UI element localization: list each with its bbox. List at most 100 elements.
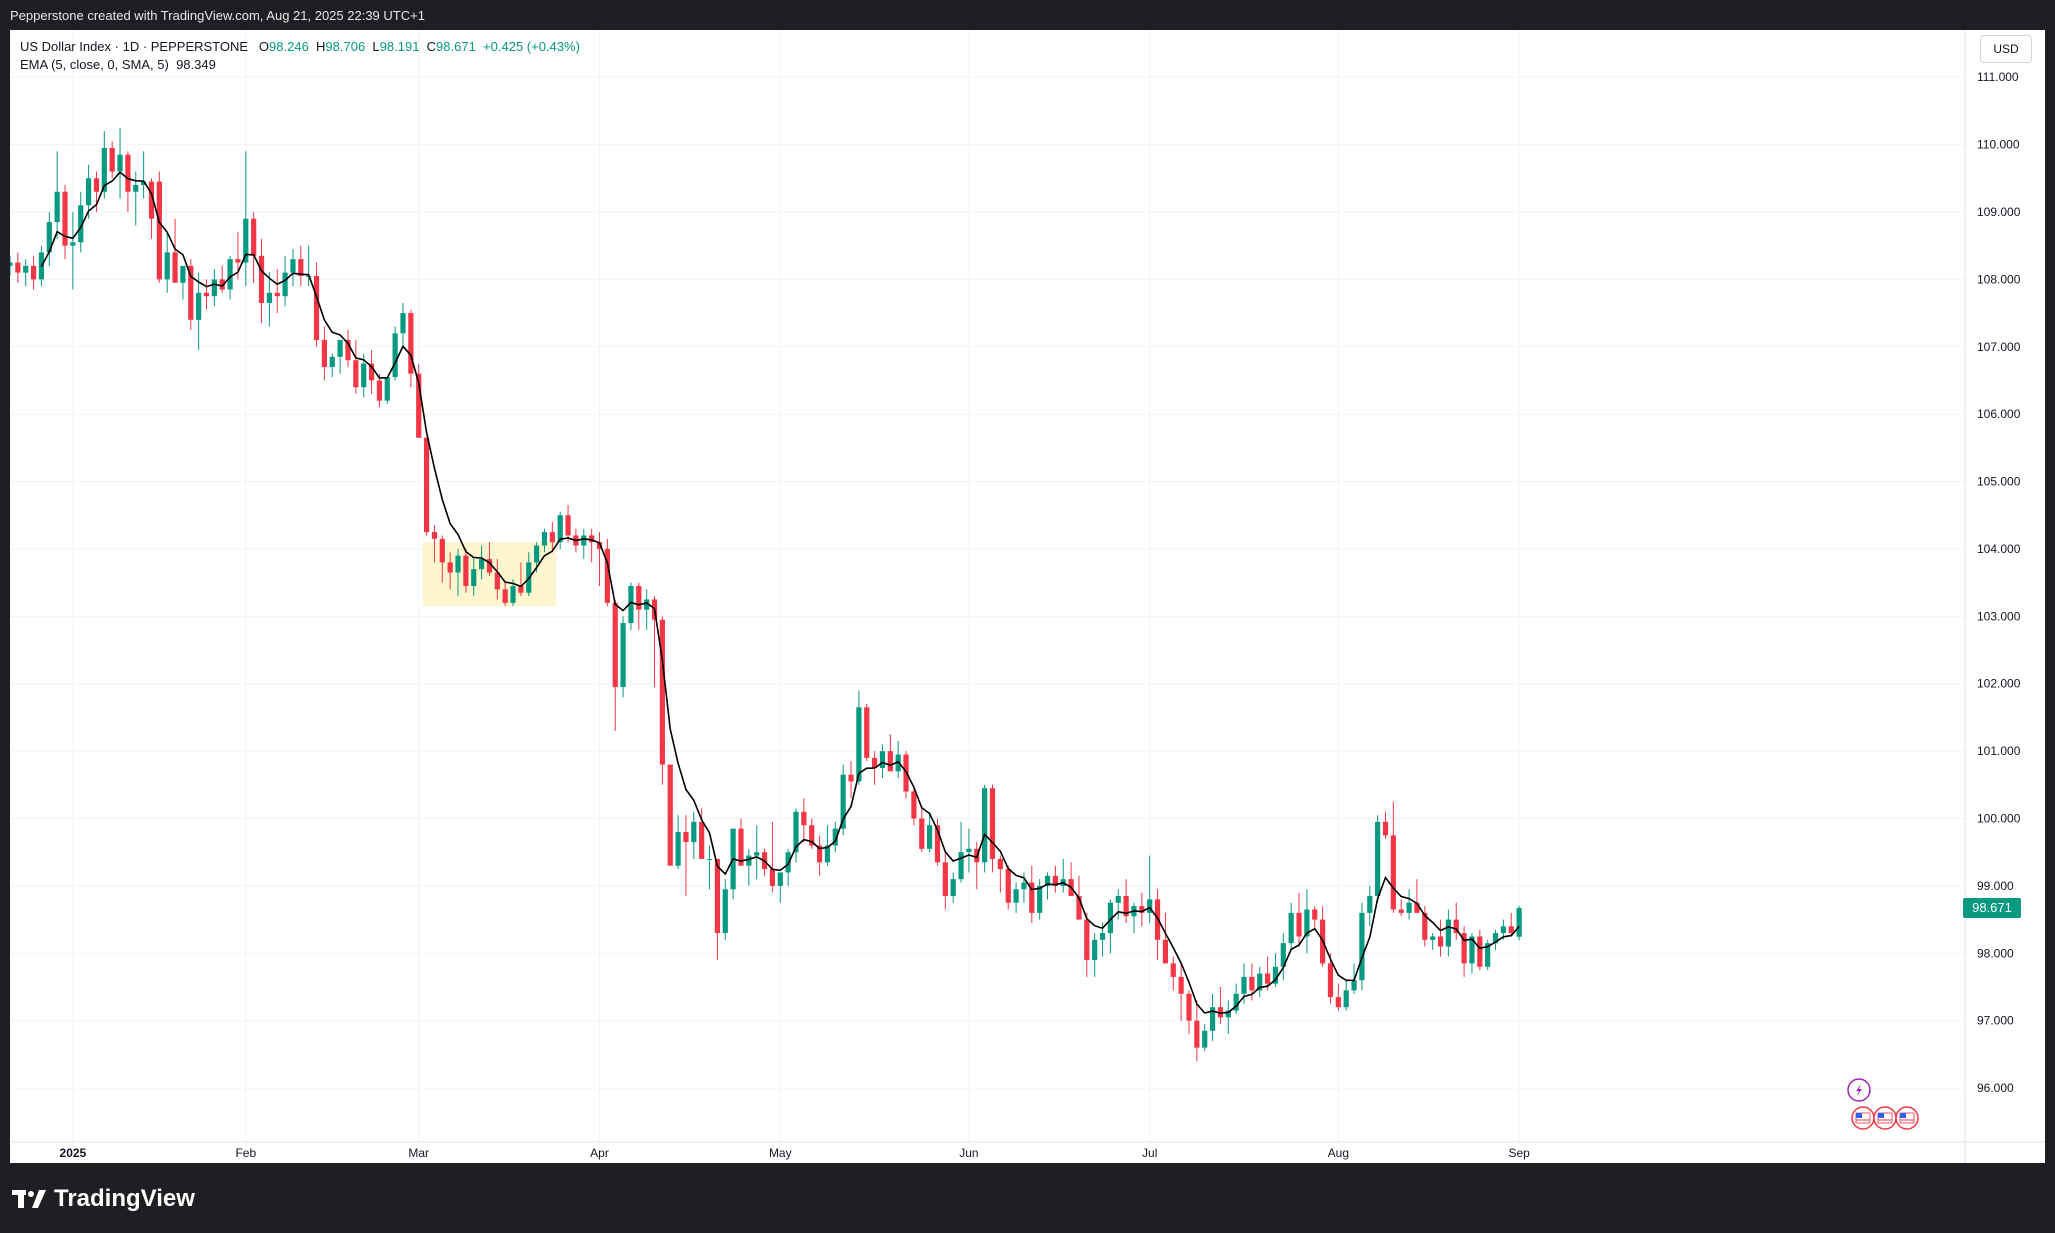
- candle-body[interactable]: [746, 855, 752, 866]
- candle-body[interactable]: [23, 265, 29, 273]
- candle-body[interactable]: [101, 147, 107, 192]
- candle-body[interactable]: [93, 178, 100, 192]
- candle-body[interactable]: [345, 340, 351, 361]
- candle-body[interactable]: [15, 262, 21, 273]
- candle-body[interactable]: [1241, 976, 1247, 994]
- candle-body[interactable]: [455, 555, 461, 573]
- candle-body[interactable]: [329, 356, 335, 367]
- candle-body[interactable]: [714, 858, 720, 934]
- candle-body[interactable]: [203, 292, 210, 297]
- candle-body[interactable]: [1170, 963, 1176, 977]
- candle-body[interactable]: [1492, 933, 1499, 944]
- candle-body[interactable]: [518, 586, 524, 593]
- candle-body[interactable]: [1076, 896, 1082, 920]
- candle-body[interactable]: [408, 313, 414, 374]
- candle-body[interactable]: [156, 181, 162, 280]
- candle-body[interactable]: [738, 828, 744, 866]
- candle-body[interactable]: [486, 559, 493, 573]
- candle-body[interactable]: [70, 242, 76, 246]
- candle-body[interactable]: [133, 185, 139, 192]
- candle-body[interactable]: [1500, 926, 1506, 934]
- candle-body[interactable]: [368, 363, 375, 381]
- candle-body[interactable]: [1359, 912, 1365, 981]
- candle-body[interactable]: [1037, 885, 1043, 913]
- candle-body[interactable]: [180, 265, 186, 283]
- candle-body[interactable]: [125, 154, 131, 192]
- candle-body[interactable]: [30, 265, 37, 280]
- candle-body[interactable]: [1304, 909, 1310, 937]
- candle-body[interactable]: [1139, 906, 1145, 913]
- candle-body[interactable]: [769, 869, 776, 886]
- candle-body[interactable]: [604, 548, 610, 603]
- candle-body[interactable]: [581, 535, 587, 546]
- candle-body[interactable]: [1335, 997, 1341, 1008]
- candle-body[interactable]: [1147, 899, 1153, 913]
- candle-body[interactable]: [172, 252, 178, 283]
- candle-body[interactable]: [400, 313, 406, 334]
- candle-body[interactable]: [942, 862, 948, 897]
- candle-body[interactable]: [1265, 973, 1271, 984]
- candle-body[interactable]: [549, 532, 555, 543]
- candle-body[interactable]: [227, 259, 233, 290]
- candle-body[interactable]: [1021, 882, 1027, 890]
- candle-body[interactable]: [816, 845, 823, 863]
- candle-body[interactable]: [832, 828, 838, 846]
- candle-body[interactable]: [321, 340, 327, 367]
- candle-body[interactable]: [1013, 889, 1019, 903]
- candle-body[interactable]: [361, 363, 367, 388]
- candle-body[interactable]: [1422, 912, 1428, 940]
- candle-body[interactable]: [431, 532, 438, 539]
- candle-body[interactable]: [706, 858, 713, 860]
- candle-body[interactable]: [1453, 919, 1459, 934]
- candle-body[interactable]: [10, 262, 13, 266]
- candle-body[interactable]: [997, 858, 1003, 870]
- candle-body[interactable]: [809, 825, 815, 846]
- candle-body[interactable]: [911, 791, 917, 819]
- candle-body[interactable]: [754, 852, 760, 856]
- candle-body[interactable]: [392, 333, 398, 378]
- candle-body[interactable]: [541, 532, 548, 546]
- candle-body[interactable]: [1327, 963, 1334, 998]
- candle-body[interactable]: [243, 218, 249, 263]
- candle-body[interactable]: [1115, 896, 1121, 903]
- candle-body[interactable]: [982, 788, 988, 863]
- candle-body[interactable]: [188, 265, 194, 320]
- candle-body[interactable]: [589, 535, 595, 543]
- candle-body[interactable]: [1485, 943, 1491, 967]
- candle-body[interactable]: [1084, 919, 1090, 961]
- candle-body[interactable]: [966, 848, 972, 853]
- candle-body[interactable]: [416, 373, 422, 438]
- candle-body[interactable]: [934, 825, 941, 863]
- candle-body[interactable]: [1280, 943, 1286, 967]
- candle-body[interactable]: [1469, 936, 1475, 964]
- candle-body[interactable]: [675, 831, 681, 866]
- candle-body[interactable]: [1382, 821, 1389, 836]
- candle-body[interactable]: [722, 889, 728, 934]
- chart-area[interactable]: 96.000 97.000 98.000 99.000 100.000 101.000 10…: [10, 30, 2045, 1163]
- candle-body[interactable]: [1477, 936, 1483, 967]
- candle-body[interactable]: [1343, 990, 1349, 1008]
- candle-body[interactable]: [1123, 896, 1129, 917]
- candle-body[interactable]: [266, 292, 272, 303]
- candle-body[interactable]: [196, 292, 202, 320]
- candle-body[interactable]: [78, 205, 84, 243]
- candle-body[interactable]: [628, 586, 634, 624]
- candle-body[interactable]: [950, 879, 956, 897]
- candle-body[interactable]: [510, 586, 516, 603]
- candle-body[interactable]: [1052, 875, 1058, 886]
- candle-body[interactable]: [141, 181, 147, 186]
- candle-body[interactable]: [919, 818, 925, 849]
- ema-label[interactable]: EMA (5, close, 0, SMA, 5): [20, 57, 169, 72]
- candle-body[interactable]: [353, 360, 359, 388]
- candle-body[interactable]: [1508, 926, 1514, 934]
- candle-body[interactable]: [1005, 869, 1011, 903]
- candle-body[interactable]: [46, 222, 52, 253]
- candle-body[interactable]: [620, 623, 626, 688]
- candle-body[interactable]: [1390, 835, 1396, 910]
- candle-body[interactable]: [1516, 908, 1522, 937]
- candle-body[interactable]: [1430, 936, 1436, 940]
- candle-body[interactable]: [298, 259, 304, 276]
- candle-body[interactable]: [793, 811, 799, 853]
- candle-body[interactable]: [1194, 1020, 1200, 1048]
- candlestick-chart[interactable]: 96.000 97.000 98.000 99.000 100.000 101.000 10…: [10, 30, 2045, 1163]
